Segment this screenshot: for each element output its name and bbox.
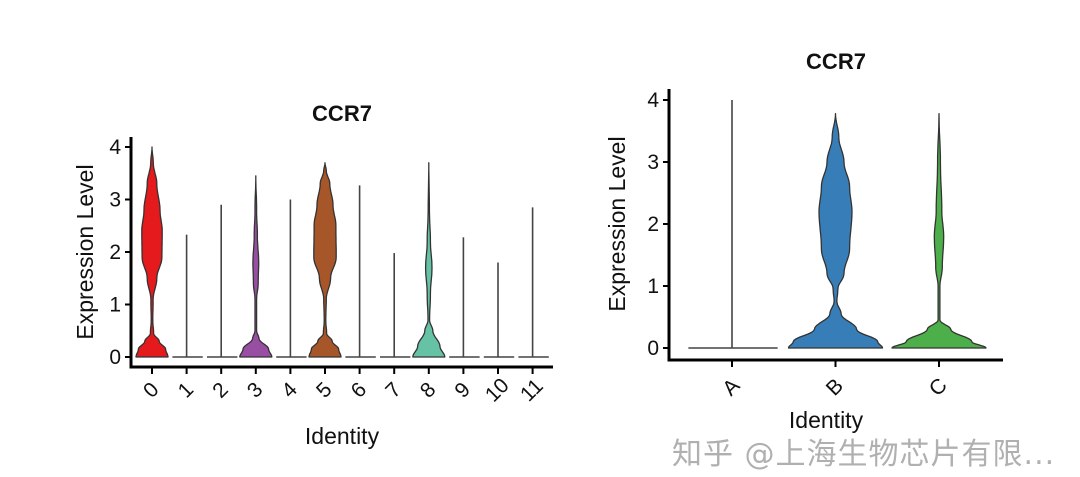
x-tick-label: 9 <box>450 378 475 403</box>
y-tick-label: 2 <box>647 213 659 236</box>
violin-B <box>787 112 884 349</box>
x-axis-label: Identity <box>305 423 380 449</box>
violin-0 <box>135 146 169 358</box>
violin-3 <box>239 175 273 358</box>
x-tick-label: 0 <box>139 378 164 403</box>
y-tick-label: 2 <box>109 241 121 264</box>
x-tick-label: 1 <box>174 378 199 403</box>
violin-C <box>891 112 987 349</box>
x-tick-label: 11 <box>516 374 548 406</box>
x-tick-label: 10 <box>481 374 514 407</box>
y-tick-label: 1 <box>647 275 659 298</box>
x-tick-label: 4 <box>277 378 302 403</box>
y-tick-label: 0 <box>109 346 121 369</box>
violin-8 <box>412 162 446 358</box>
watermark: 知乎 @上海生物芯片有限... <box>672 437 1056 472</box>
x-axis-label: Identity <box>789 407 864 433</box>
x-tick-label: 8 <box>416 378 441 403</box>
y-tick-label: 0 <box>647 337 659 360</box>
violin-5 <box>308 162 342 358</box>
y-tick-label: 1 <box>109 294 121 317</box>
chart-title: CCR7 <box>312 101 372 126</box>
x-tick-label: A <box>718 374 744 400</box>
y-tick-label: 3 <box>109 189 121 212</box>
chart-title: CCR7 <box>806 49 866 74</box>
y-tick-label: 4 <box>647 89 659 112</box>
x-tick-label: 3 <box>243 378 268 403</box>
chart-panel-1: CCR7 0 1 2 3 4 Expression Level Identity A B C <box>604 49 1003 433</box>
y-axis-label: Expression Level <box>72 164 98 339</box>
y-tick-label: 3 <box>647 151 659 174</box>
x-tick-label: 2 <box>208 378 233 403</box>
x-tick-label: C <box>925 374 952 401</box>
y-tick-label: 4 <box>109 136 121 159</box>
x-tick-label: 7 <box>381 378 406 403</box>
x-tick-label: B <box>822 374 848 400</box>
x-tick-label: 5 <box>312 378 337 403</box>
y-axis-label: Expression Level <box>604 136 630 311</box>
x-tick-label: 6 <box>347 378 372 403</box>
